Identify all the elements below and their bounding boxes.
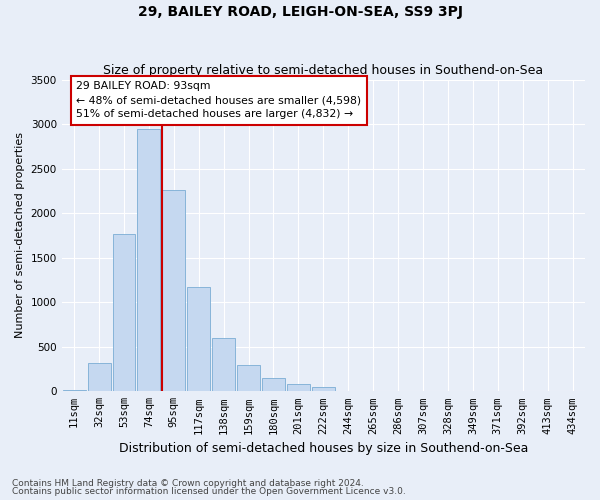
Text: 29, BAILEY ROAD, LEIGH-ON-SEA, SS9 3PJ: 29, BAILEY ROAD, LEIGH-ON-SEA, SS9 3PJ [137,5,463,19]
Bar [312,387,335,392]
Bar [287,384,310,392]
Bar [237,366,260,392]
Title: Size of property relative to semi-detached houses in Southend-on-Sea: Size of property relative to semi-detach… [103,64,544,77]
Bar [137,128,160,392]
Text: 29 BAILEY ROAD: 93sqm
← 48% of semi-detached houses are smaller (4,598)
51% of s: 29 BAILEY ROAD: 93sqm ← 48% of semi-deta… [76,82,361,120]
Text: Contains HM Land Registry data © Crown copyright and database right 2024.: Contains HM Land Registry data © Crown c… [12,478,364,488]
Bar [262,378,285,392]
Bar [163,190,185,392]
Text: Contains public sector information licensed under the Open Government Licence v3: Contains public sector information licen… [12,487,406,496]
Bar [62,390,86,392]
X-axis label: Distribution of semi-detached houses by size in Southend-on-Sea: Distribution of semi-detached houses by … [119,442,528,455]
Bar [187,286,210,392]
Y-axis label: Number of semi-detached properties: Number of semi-detached properties [15,132,25,338]
Bar [88,363,110,392]
Bar [212,338,235,392]
Bar [113,234,136,392]
